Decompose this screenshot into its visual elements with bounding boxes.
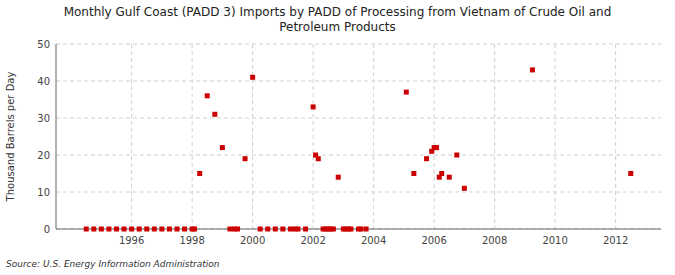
y-tick-label: 0 bbox=[44, 224, 50, 235]
point bbox=[424, 156, 429, 161]
point bbox=[628, 171, 633, 176]
point bbox=[288, 227, 293, 232]
point bbox=[250, 75, 255, 80]
x-tick-label: 2008 bbox=[482, 235, 507, 246]
point bbox=[167, 227, 172, 232]
y-grid-line bbox=[56, 155, 661, 156]
point bbox=[364, 227, 369, 232]
point bbox=[182, 227, 187, 232]
point bbox=[99, 227, 104, 232]
x-grid-line bbox=[555, 44, 556, 229]
point bbox=[91, 227, 96, 232]
x-tick-label: 1996 bbox=[119, 235, 144, 246]
y-axis-label: Thousand Barrels per Day bbox=[5, 72, 16, 203]
point bbox=[454, 153, 459, 158]
y-grid-line bbox=[56, 192, 661, 193]
x-grid-line bbox=[313, 44, 314, 229]
x-grid-line bbox=[373, 44, 374, 229]
point bbox=[303, 227, 308, 232]
x-tick-label: 2002 bbox=[300, 235, 325, 246]
title: Monthly Gulf Coast (PADD 3) Imports by P… bbox=[64, 5, 612, 34]
x-tick-label: 1998 bbox=[179, 235, 204, 246]
source-note: Source: U.S. Energy Information Administ… bbox=[6, 259, 220, 269]
point bbox=[439, 171, 444, 176]
chart: Monthly Gulf Coast (PADD 3) Imports by P… bbox=[0, 0, 675, 275]
y-axis-line bbox=[56, 44, 57, 229]
point bbox=[296, 227, 301, 232]
x-grid-line bbox=[494, 44, 495, 229]
point bbox=[273, 227, 278, 232]
x-tick-label: 2004 bbox=[361, 235, 386, 246]
point bbox=[197, 171, 202, 176]
y-tick-label: 20 bbox=[37, 150, 50, 161]
point bbox=[220, 145, 225, 150]
point bbox=[530, 67, 535, 72]
x-grid-line bbox=[192, 44, 193, 229]
y-grid-line bbox=[56, 118, 661, 119]
point bbox=[316, 156, 321, 161]
point bbox=[311, 104, 316, 109]
point bbox=[205, 93, 210, 98]
y-tick-label: 30 bbox=[37, 113, 50, 124]
point bbox=[235, 227, 240, 232]
x-grid-line bbox=[615, 44, 616, 229]
point bbox=[348, 227, 353, 232]
point bbox=[152, 227, 157, 232]
point bbox=[144, 227, 149, 232]
grid bbox=[56, 44, 661, 229]
point bbox=[227, 227, 232, 232]
x-tick-label: 2010 bbox=[542, 235, 567, 246]
point bbox=[258, 227, 263, 232]
point bbox=[358, 227, 363, 232]
x-grid-line bbox=[434, 44, 435, 229]
point bbox=[243, 156, 248, 161]
point bbox=[159, 227, 164, 232]
point bbox=[404, 90, 409, 95]
x-tick-label: 2006 bbox=[421, 235, 446, 246]
point bbox=[137, 227, 142, 232]
point bbox=[106, 227, 111, 232]
y-grid-line bbox=[56, 44, 661, 45]
y-tick-label: 10 bbox=[37, 187, 50, 198]
point bbox=[280, 227, 285, 232]
y-tick-label: 50 bbox=[37, 39, 50, 50]
point bbox=[129, 227, 134, 232]
points bbox=[84, 67, 634, 231]
y-tick-label: 40 bbox=[37, 76, 50, 87]
point bbox=[336, 175, 341, 180]
x-grid-line bbox=[131, 44, 132, 229]
point bbox=[114, 227, 119, 232]
point bbox=[175, 227, 180, 232]
point bbox=[122, 227, 127, 232]
point bbox=[331, 227, 336, 232]
y-grid-line bbox=[56, 81, 661, 82]
x-tick-label: 2012 bbox=[603, 235, 628, 246]
point bbox=[411, 171, 416, 176]
point bbox=[265, 227, 270, 232]
point bbox=[212, 112, 217, 117]
point bbox=[447, 175, 452, 180]
x-grid-line bbox=[252, 44, 253, 229]
point bbox=[462, 186, 467, 191]
point bbox=[434, 145, 439, 150]
point bbox=[192, 227, 197, 232]
title-line: Monthly Gulf Coast (PADD 3) Imports by P… bbox=[64, 5, 612, 19]
x-tick-label: 2000 bbox=[240, 235, 265, 246]
title-line: Petroleum Products bbox=[279, 20, 396, 34]
point bbox=[84, 227, 89, 232]
